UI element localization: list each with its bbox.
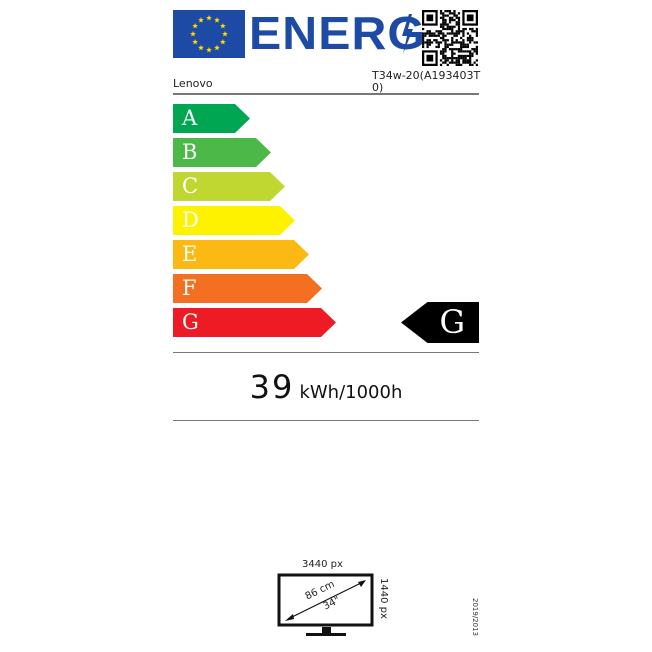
star-icon <box>214 17 220 23</box>
energy-class-b: B <box>173 138 271 167</box>
star-icon <box>206 15 212 21</box>
star-icon <box>220 23 226 29</box>
star-icon <box>220 39 226 45</box>
vertical-resolution: 1440 px <box>378 578 389 619</box>
energy-class-c: C <box>173 172 285 201</box>
regulation-number: 2019/2013 <box>471 598 479 636</box>
horizontal-resolution: 3440 px <box>302 559 343 570</box>
divider <box>173 420 479 421</box>
star-icon <box>190 31 196 37</box>
divider <box>173 93 479 95</box>
star-icon <box>214 44 220 51</box>
star-icon <box>198 17 204 23</box>
supplier-name: Lenovo <box>173 77 213 90</box>
model-identifier: T34w-20(A193403T0) <box>372 69 481 94</box>
energy-class-d: D <box>173 206 295 235</box>
monitor-icon <box>277 573 374 636</box>
energy-class-g: G <box>173 308 336 337</box>
divider <box>173 352 479 353</box>
lightning-icon <box>402 14 413 54</box>
star-icon <box>198 44 204 51</box>
star-icon <box>192 39 198 45</box>
energy-class-e: E <box>173 240 309 269</box>
star-icon <box>192 23 198 29</box>
star-icon <box>222 31 228 37</box>
consumption-value: 39 <box>249 368 295 406</box>
consumption-unit: kWh/1000h <box>299 382 403 403</box>
energy-class-f: F <box>173 274 322 303</box>
rating-arrow: G <box>401 302 479 343</box>
qr-code[interactable] <box>422 10 478 66</box>
energy-logo: ENERG <box>249 7 427 59</box>
energy-class-a: A <box>173 104 250 133</box>
energy-consumption: 39 kWh/1000h <box>173 368 479 406</box>
star-icon <box>206 47 212 53</box>
eu-flag <box>173 10 245 58</box>
